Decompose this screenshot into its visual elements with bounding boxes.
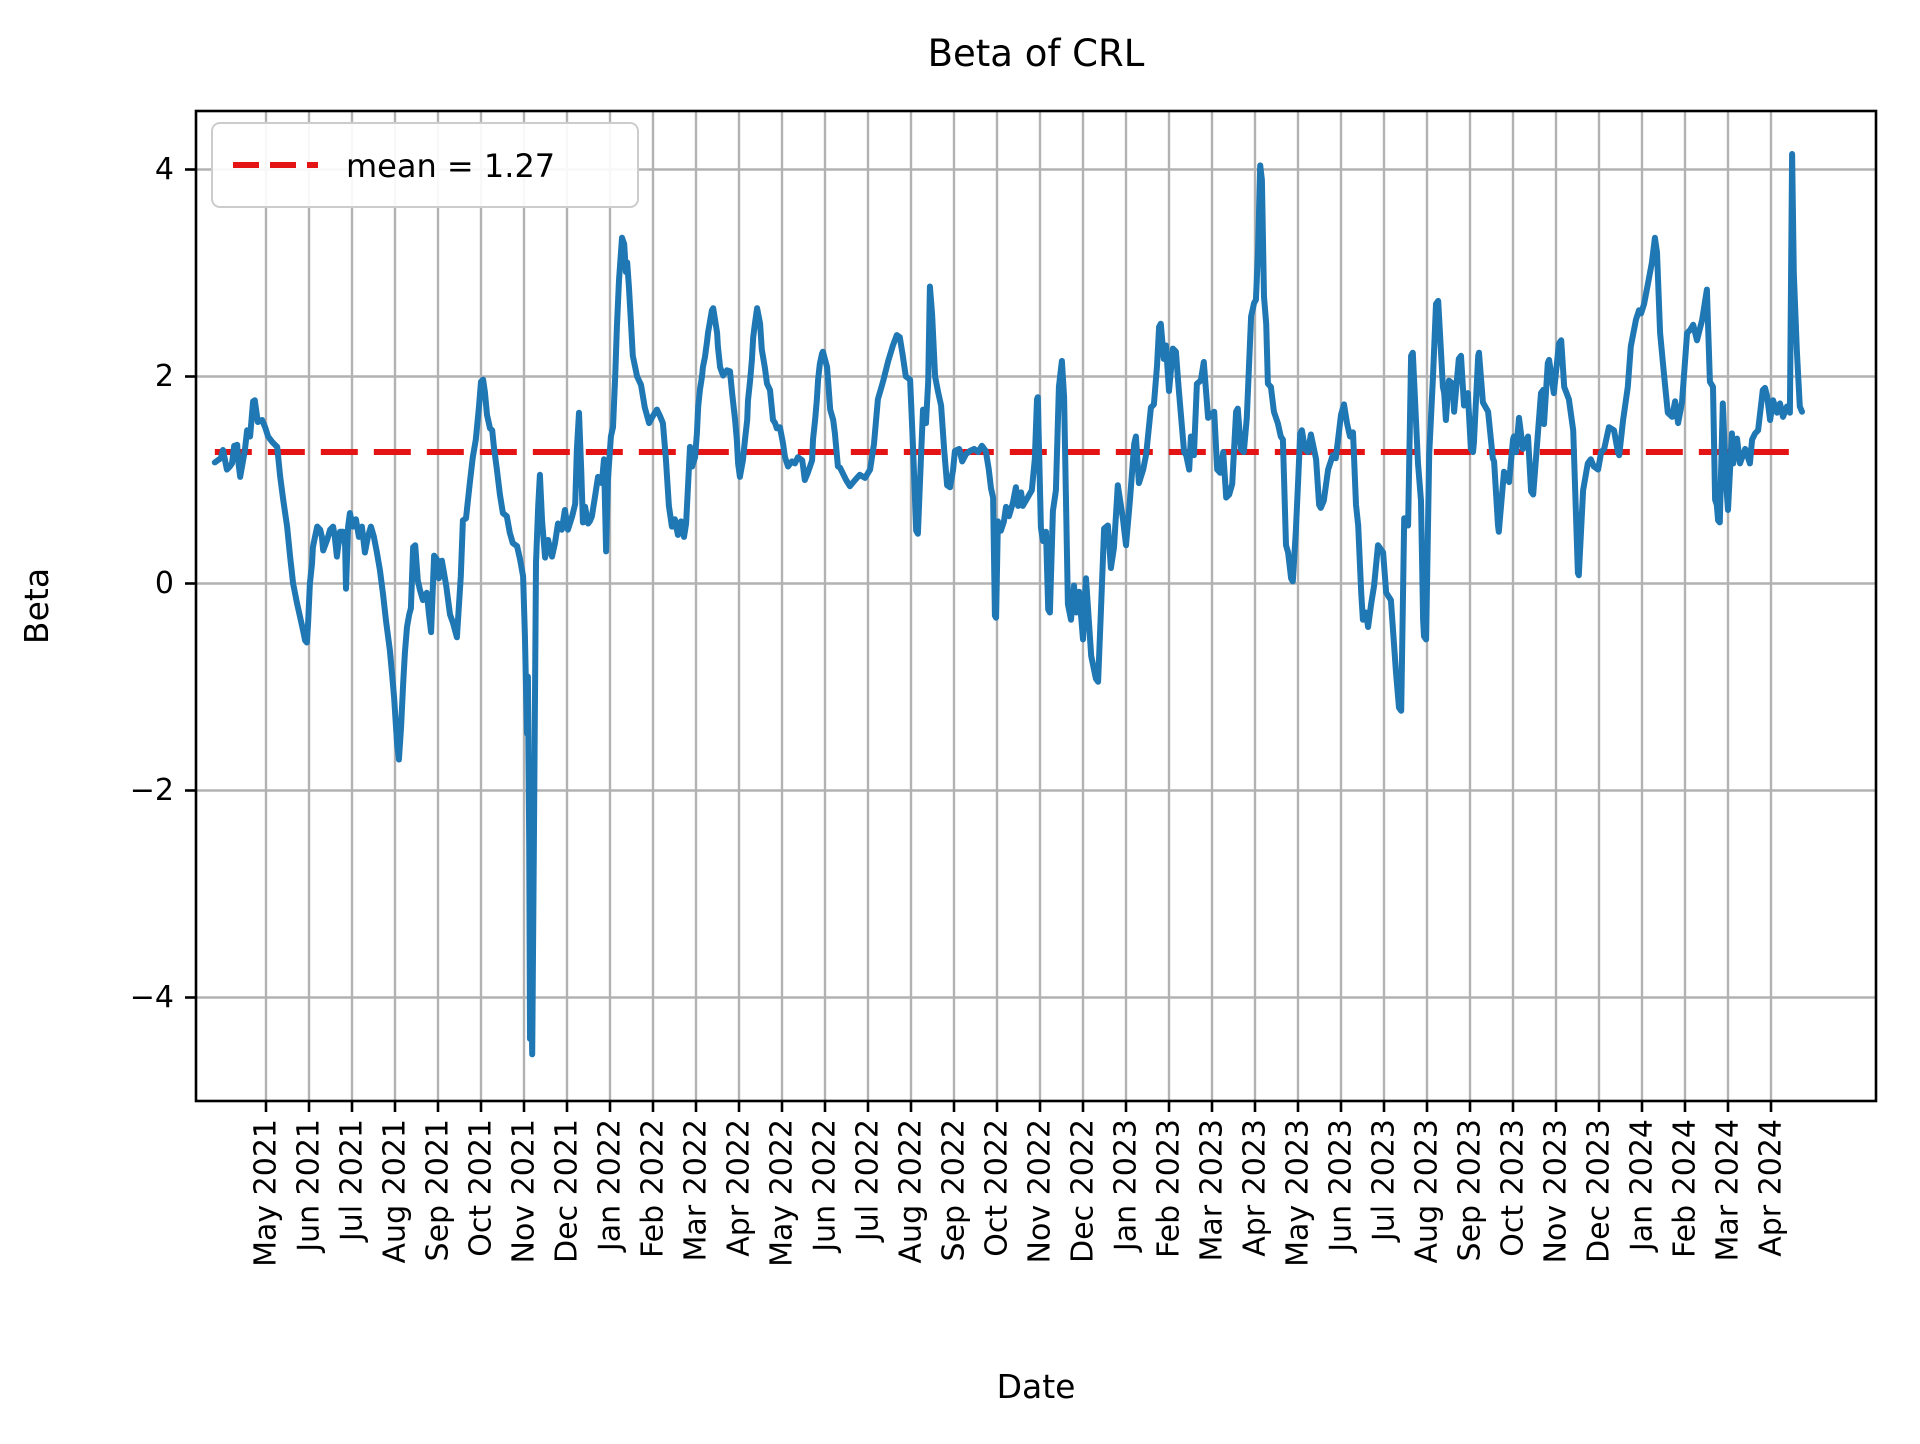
y-tick-label: 0 (155, 566, 174, 601)
x-tick-label: Feb 2022 (636, 1119, 671, 1258)
x-tick-label: Oct 2021 (464, 1119, 499, 1257)
grid-layer (196, 111, 1876, 1101)
x-tick-label: Jul 2021 (335, 1119, 370, 1243)
x-tick-label: Jul 2022 (851, 1119, 886, 1243)
chart-title: Beta of CRL (928, 32, 1145, 75)
y-tick-labels: −4 −2 0 2 4 (130, 152, 174, 1015)
x-tick-label: Dec 2021 (550, 1119, 585, 1263)
x-tick-label: Mar 2023 (1195, 1119, 1230, 1262)
x-tick-label: Apr 2022 (722, 1119, 757, 1257)
y-tick-label: 4 (155, 152, 174, 187)
legend: mean = 1.27 (211, 122, 639, 208)
x-tick-label: Jun 2023 (1324, 1119, 1359, 1254)
legend-box (211, 122, 639, 208)
x-tick-label: Nov 2021 (507, 1119, 542, 1263)
x-tick-label: Jun 2021 (292, 1119, 327, 1254)
x-tick-label: Dec 2023 (1582, 1119, 1617, 1263)
x-tick-label: Mar 2024 (1711, 1119, 1746, 1262)
y-tick-label: 2 (155, 359, 174, 394)
x-tick-label: Aug 2023 (1410, 1119, 1445, 1263)
x-tick-label: Aug 2022 (894, 1119, 929, 1263)
plot-border (194, 109, 1878, 1103)
x-tick-label: Jan 2023 (1109, 1119, 1144, 1253)
x-tick-label: May 2023 (1281, 1119, 1316, 1267)
x-tick-label: Jan 2022 (593, 1119, 628, 1253)
x-tick-label: Aug 2021 (378, 1119, 413, 1263)
x-tick-label: Jan 2024 (1625, 1119, 1660, 1253)
beta-series-layer (211, 151, 1805, 1058)
x-axis-label: Date (997, 1367, 1076, 1406)
x-tick-label: Mar 2022 (679, 1119, 714, 1262)
x-tick-label: Jul 2023 (1367, 1119, 1402, 1243)
x-tick-label: Dec 2022 (1066, 1119, 1101, 1263)
x-tick-label: Oct 2022 (980, 1119, 1015, 1257)
x-tick-label: Feb 2023 (1152, 1119, 1187, 1258)
legend-label: mean = 1.27 (346, 147, 555, 185)
x-tick-label: Apr 2023 (1238, 1119, 1273, 1257)
x-tick-label: Jun 2022 (808, 1119, 843, 1254)
x-tick-label: Sep 2021 (421, 1119, 456, 1261)
y-tick-label: −4 (130, 980, 174, 1015)
y-axis-label: Beta (17, 568, 56, 644)
x-tick-label: Apr 2024 (1754, 1119, 1789, 1257)
x-tick-label: Nov 2023 (1539, 1119, 1574, 1263)
x-tick-label: Feb 2024 (1668, 1119, 1703, 1258)
x-tick-label: Sep 2023 (1453, 1119, 1488, 1261)
x-tick-label: May 2021 (249, 1119, 284, 1267)
x-tick-label: Nov 2022 (1023, 1119, 1058, 1263)
y-tick-label: −2 (130, 773, 174, 808)
beta-series-line (211, 151, 1805, 1058)
x-tick-labels: May 2021 Jun 2021 Jul 2021 Aug 2021 Sep 2021… (249, 1119, 1789, 1267)
x-tick-label: Sep 2022 (937, 1119, 972, 1261)
x-tick-label: Oct 2023 (1496, 1119, 1531, 1257)
x-tick-label: May 2022 (765, 1119, 800, 1267)
tick-marks-layer (185, 168, 1773, 1112)
